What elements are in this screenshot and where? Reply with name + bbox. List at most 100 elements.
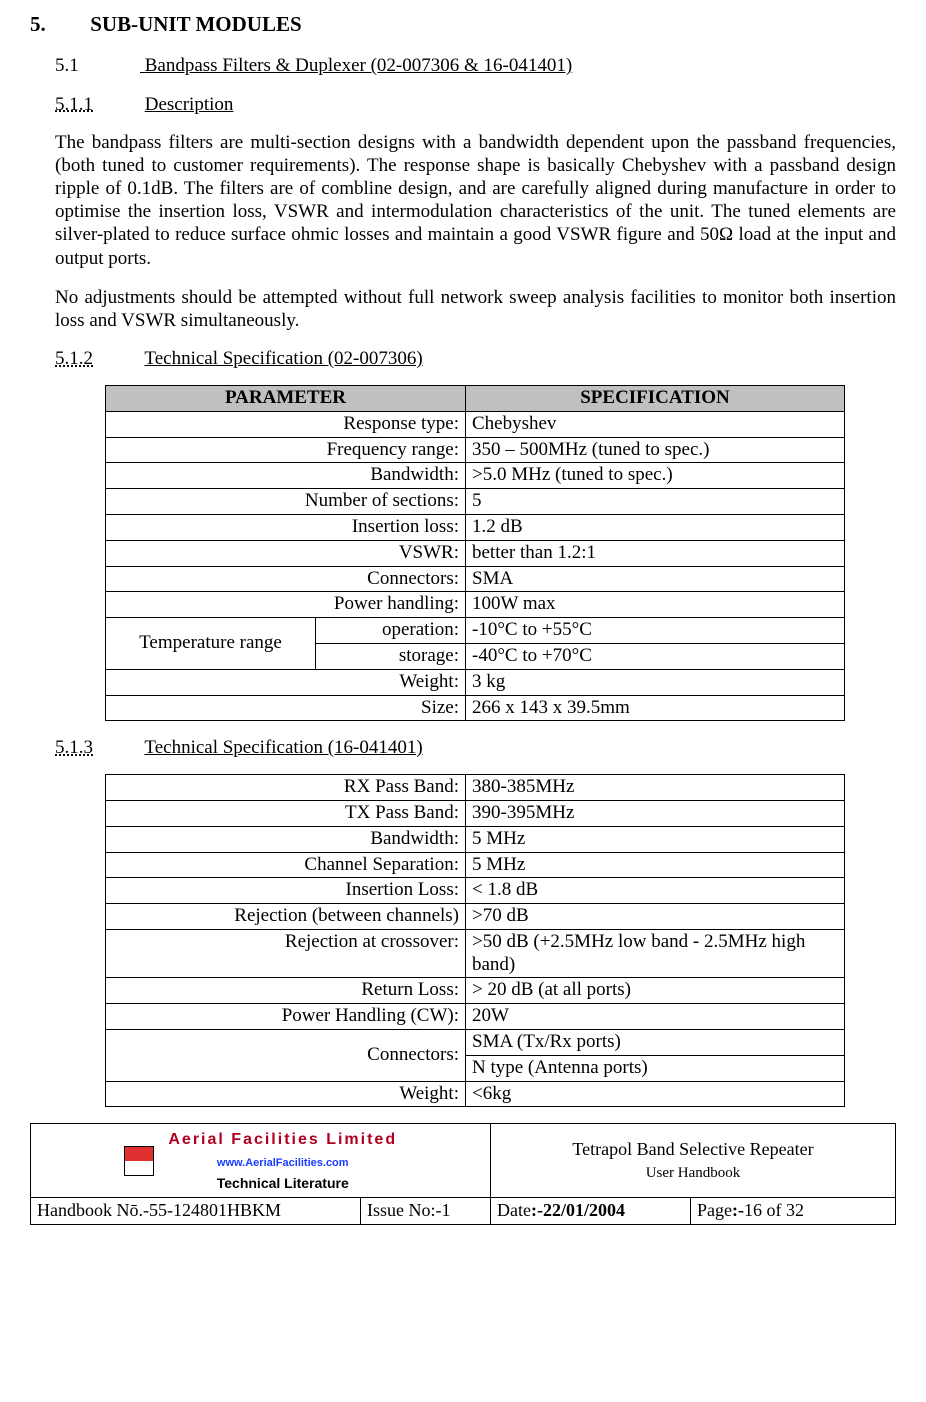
table-row: TX Pass Band:390-395MHz — [106, 800, 845, 826]
param-cell: Connectors: — [106, 1030, 466, 1082]
param-cell: Insertion Loss: — [106, 878, 466, 904]
header-parameter: PARAMETER — [106, 385, 466, 411]
value-cell: 1.2 dB — [466, 514, 845, 540]
paragraph-description-2: No adjustments should be attempted witho… — [55, 286, 896, 332]
spec-table-02-007306: PARAMETER SPECIFICATION Response type:Ch… — [105, 385, 845, 721]
subsection-5-1: 5.1 Bandpass Filters & Duplexer (02-0073… — [55, 55, 896, 78]
param-cell: Channel Separation: — [106, 852, 466, 878]
logo-text-1: Aerial Facilities Limited — [168, 1131, 397, 1148]
param-group-cell: Temperature range — [106, 618, 316, 670]
table-row: Weight:3 kg — [106, 669, 845, 695]
value-cell: >5.0 MHz (tuned to spec.) — [466, 463, 845, 489]
footer-table: Aerial Facilities Limited www.AerialFaci… — [30, 1123, 896, 1224]
subsub-number: 5.1.3 — [55, 737, 140, 760]
param-cell: Rejection at crossover: — [106, 929, 466, 978]
param-cell: Frequency range: — [106, 437, 466, 463]
page-label: Page — [697, 1200, 732, 1220]
param-cell: Size: — [106, 695, 466, 721]
page-cell: Page:-16 of 32 — [691, 1198, 896, 1225]
value-cell: N type (Antenna ports) — [466, 1055, 845, 1081]
table-row: RX Pass Band:380-385MHz — [106, 775, 845, 801]
table-row: Connectors:SMA — [106, 566, 845, 592]
param-cell: RX Pass Band: — [106, 775, 466, 801]
date-cell: Date:-22/01/2004 — [491, 1198, 691, 1225]
value-cell: <6kg — [466, 1081, 845, 1107]
table-row: Bandwidth:5 MHz — [106, 826, 845, 852]
value-cell: -40°C to +70°C — [466, 643, 845, 669]
logo-icon — [124, 1146, 154, 1176]
param-cell: Return Loss: — [106, 978, 466, 1004]
logo-cell: Aerial Facilities Limited www.AerialFaci… — [31, 1124, 491, 1198]
subsub-title: Technical Specification (16-041401) — [144, 737, 422, 758]
table-row: Power Handling (CW):20W — [106, 1004, 845, 1030]
subsub-title: Technical Specification (02-007306) — [144, 348, 422, 369]
doc-title-2: User Handbook — [646, 1165, 741, 1181]
doc-title-cell: Tetrapol Band Selective Repeater User Ha… — [491, 1124, 896, 1198]
page-value: 16 of 32 — [744, 1200, 804, 1220]
subsub-number: 5.1.1 — [55, 94, 140, 117]
issue-number: Issue No:-1 — [361, 1198, 491, 1225]
logo-text-2: www.AerialFacilities.com — [217, 1157, 349, 1169]
param-cell: Insertion loss: — [106, 514, 466, 540]
param-cell: Bandwidth: — [106, 826, 466, 852]
table-row: Return Loss:> 20 dB (at all ports) — [106, 978, 845, 1004]
handbook-number: Handbook Nō.-55-124801HBKM — [31, 1198, 361, 1225]
value-cell: better than 1.2:1 — [466, 540, 845, 566]
section-heading: 5. SUB-UNIT MODULES — [30, 12, 896, 37]
value-cell: 390-395MHz — [466, 800, 845, 826]
table-row: Insertion Loss:< 1.8 dB — [106, 878, 845, 904]
section-number: 5. — [30, 12, 85, 37]
spec-table-16-041401: RX Pass Band:380-385MHz TX Pass Band:390… — [105, 774, 845, 1107]
value-cell: 5 — [466, 489, 845, 515]
table-row: Power handling:100W max — [106, 592, 845, 618]
table-row: Channel Separation:5 MHz — [106, 852, 845, 878]
param-cell: Number of sections: — [106, 489, 466, 515]
footer-row-1: Aerial Facilities Limited www.AerialFaci… — [31, 1124, 896, 1198]
value-cell: -10°C to +55°C — [466, 618, 845, 644]
subsub-number: 5.1.2 — [55, 348, 140, 371]
param-cell: Power Handling (CW): — [106, 1004, 466, 1030]
subsection-title: Bandpass Filters & Duplexer (02-007306 &… — [145, 55, 572, 76]
table-row: Size:266 x 143 x 39.5mm — [106, 695, 845, 721]
table-row: Bandwidth:>5.0 MHz (tuned to spec.) — [106, 463, 845, 489]
header-specification: SPECIFICATION — [466, 385, 845, 411]
page-bold: :- — [732, 1200, 744, 1220]
value-cell: > 20 dB (at all ports) — [466, 978, 845, 1004]
param-cell: TX Pass Band: — [106, 800, 466, 826]
logo-text-3: Technical Literature — [217, 1175, 349, 1191]
value-cell: >50 dB (+2.5MHz low band - 2.5MHz high b… — [466, 929, 845, 978]
value-cell: 266 x 143 x 39.5mm — [466, 695, 845, 721]
value-cell: Chebyshev — [466, 411, 845, 437]
subsub-title: Description — [145, 94, 234, 115]
table-row: Number of sections:5 — [106, 489, 845, 515]
table-row: Rejection at crossover:>50 dB (+2.5MHz l… — [106, 929, 845, 978]
table-row: Frequency range:350 – 500MHz (tuned to s… — [106, 437, 845, 463]
value-cell: >70 dB — [466, 904, 845, 930]
value-cell: SMA — [466, 566, 845, 592]
table-header-row: PARAMETER SPECIFICATION — [106, 385, 845, 411]
subsubsection-5-1-1: 5.1.1 Description — [55, 94, 896, 117]
value-cell: SMA (Tx/Rx ports) — [466, 1030, 845, 1056]
table-row: Temperature range operation: -10°C to +5… — [106, 618, 845, 644]
param-cell: Connectors: — [106, 566, 466, 592]
doc-title-1: Tetrapol Band Selective Repeater — [572, 1139, 813, 1159]
table-row: Weight:<6kg — [106, 1081, 845, 1107]
param-cell: Rejection (between channels) — [106, 904, 466, 930]
param-cell: Bandwidth: — [106, 463, 466, 489]
value-cell: 20W — [466, 1004, 845, 1030]
param-cell: Power handling: — [106, 592, 466, 618]
subsubsection-5-1-3: 5.1.3 Technical Specification (16-041401… — [55, 737, 896, 760]
param-cell: Response type: — [106, 411, 466, 437]
section-title-text: SUB-UNIT MODULES — [90, 12, 301, 36]
param-cell: Weight: — [106, 669, 466, 695]
paragraph-description-1: The bandpass filters are multi-section d… — [55, 131, 896, 270]
value-cell: 5 MHz — [466, 852, 845, 878]
footer-row-2: Handbook Nō.-55-124801HBKM Issue No:-1 D… — [31, 1198, 896, 1225]
date-value: :-22/01/2004 — [531, 1200, 625, 1220]
value-cell: 380-385MHz — [466, 775, 845, 801]
param-cell: Weight: — [106, 1081, 466, 1107]
subsubsection-5-1-2: 5.1.2 Technical Specification (02-007306… — [55, 348, 896, 371]
table-row: Response type:Chebyshev — [106, 411, 845, 437]
value-cell: 5 MHz — [466, 826, 845, 852]
table-row: VSWR:better than 1.2:1 — [106, 540, 845, 566]
